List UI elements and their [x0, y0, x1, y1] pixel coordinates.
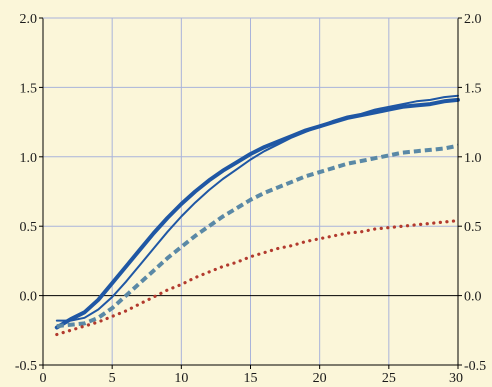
y-tick-label-right: -0.5 — [464, 359, 486, 374]
y-tick-label-left: 0.5 — [20, 220, 38, 235]
grid-lines — [43, 18, 458, 365]
y-tick-label-right: 2.0 — [464, 12, 482, 27]
series-line-3-dashed — [56, 143, 459, 329]
x-tick-label: 15 — [244, 371, 258, 386]
y-tick-label-right: 0.5 — [464, 220, 482, 235]
x-tick-label: 20 — [313, 371, 327, 386]
series-line-1-thick-solid — [54, 97, 460, 330]
y-tick-label-right: 1.5 — [464, 81, 482, 96]
series-group — [54, 94, 460, 337]
series-line-4-dotted — [55, 219, 460, 337]
series-line-2-thin-solid — [55, 94, 459, 322]
y-tick-label-left: -0.5 — [15, 359, 37, 374]
tick-labels: 0 5 10 15 20 25 30-0.5 -0.50.0 0.00.5 0.51.0 1.01.… — [15, 12, 486, 386]
x-tick-label: 10 — [174, 371, 188, 386]
y-tick-label-right: 1.0 — [464, 151, 482, 166]
x-tick-label: 5 — [109, 371, 116, 386]
y-tick-label-left: 1.0 — [20, 151, 38, 166]
x-tick-label: 25 — [382, 371, 396, 386]
y-tick-label-left: 2.0 — [20, 12, 38, 27]
x-tick-label: 0 — [40, 371, 47, 386]
y-tick-label-left: 0.0 — [20, 290, 38, 305]
plot-frame — [39, 17, 462, 369]
x-tick-label: 30 — [449, 371, 463, 386]
y-tick-label-left: 1.5 — [20, 81, 38, 96]
y-tick-label-right: 0.0 — [464, 290, 482, 305]
